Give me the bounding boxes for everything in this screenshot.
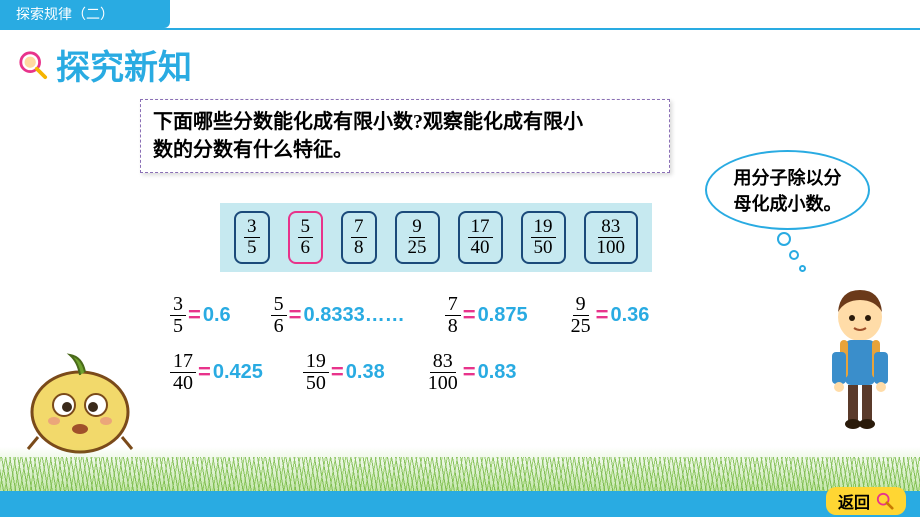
bubble-line1: 用分子除以分 [734, 168, 842, 188]
decimal-value: 0.83 [478, 361, 517, 384]
equation: 1950 = 0.38 [303, 351, 385, 394]
fraction: 1950 [303, 351, 329, 394]
chapter-label: 探索规律（二） [0, 0, 170, 28]
fraction-list: 35 56 78 925 1740 1950 83100 [220, 203, 652, 272]
equation: 925 = 0.36 [568, 294, 650, 337]
decimal-value: 0.36 [610, 304, 649, 327]
fraction: 56 [271, 294, 287, 337]
decimal-value: 0.8333…… [304, 304, 405, 327]
equation: 78 = 0.875 [445, 294, 528, 337]
equation: 35 = 0.6 [170, 294, 231, 337]
magnifier-q-icon [18, 50, 48, 80]
equals-sign: = [463, 302, 476, 328]
equals-sign: = [188, 302, 201, 328]
back-label: 返回 [838, 489, 870, 513]
fraction: 925 [405, 217, 430, 258]
equation-row: 35 = 0.6 56 = 0.8333…… 78 = 0.875 925 = … [170, 294, 770, 337]
footer-bar [0, 491, 920, 517]
fraction: 1740 [468, 217, 493, 258]
header-underline [0, 28, 920, 30]
equals-sign: = [198, 359, 211, 385]
magnifier-q-icon [876, 492, 894, 510]
question-line1: 下面哪些分数能化成有限小数?观察能化成有限小 [153, 111, 583, 133]
fraction: 78 [351, 217, 367, 258]
fraction-box: 1950 [521, 211, 566, 264]
back-button[interactable]: 返回 [826, 487, 906, 515]
fraction: 56 [298, 217, 314, 258]
fraction: 1950 [531, 217, 556, 258]
bubble-line2: 母化成小数。 [734, 194, 842, 214]
fraction: 35 [170, 294, 186, 337]
decimal-value: 0.425 [213, 361, 263, 384]
bubble-cloud: 用分子除以分 母化成小数。 [705, 150, 870, 230]
decimal-value: 0.6 [203, 304, 231, 327]
bubble-dot-icon [777, 232, 791, 246]
grass-decoration [0, 447, 920, 497]
equation-row: 1740 = 0.425 1950 = 0.38 83100 = 0.83 [170, 351, 770, 394]
equals-sign: = [289, 302, 302, 328]
fraction: 925 [568, 294, 594, 337]
equation: 1740 = 0.425 [170, 351, 263, 394]
fraction-box: 83100 [584, 211, 639, 264]
thought-bubble: 用分子除以分 母化成小数。 [705, 150, 870, 230]
fraction: 78 [445, 294, 461, 337]
equals-sign: = [331, 359, 344, 385]
apple-character-icon [20, 347, 140, 457]
fraction: 35 [244, 217, 260, 258]
decimal-value: 0.38 [346, 361, 385, 384]
question-box: 下面哪些分数能化成有限小数?观察能化成有限小 数的分数有什么特征。 [140, 99, 670, 173]
question-line2: 数的分数有什么特征。 [153, 139, 353, 161]
boy-character-icon [810, 282, 910, 462]
fraction-box: 1740 [458, 211, 503, 264]
title-row: 探究新知 [18, 40, 920, 89]
bubble-dot-icon [799, 265, 806, 272]
fraction-box: 35 [234, 211, 270, 264]
fraction: 83100 [425, 351, 461, 394]
bubble-dot-icon [789, 250, 799, 260]
equation-area: 35 = 0.6 56 = 0.8333…… 78 = 0.875 925 = … [170, 294, 770, 394]
fraction: 83100 [594, 217, 629, 258]
fraction-box: 78 [341, 211, 377, 264]
fraction-box: 925 [395, 211, 440, 264]
equals-sign: = [463, 359, 476, 385]
equals-sign: = [596, 302, 609, 328]
equation: 83100 = 0.83 [425, 351, 517, 394]
decimal-value: 0.875 [478, 304, 528, 327]
fraction-box: 56 [288, 211, 324, 264]
fraction: 1740 [170, 351, 196, 394]
equation: 56 = 0.8333…… [271, 294, 405, 337]
page-title: 探究新知 [56, 40, 192, 89]
